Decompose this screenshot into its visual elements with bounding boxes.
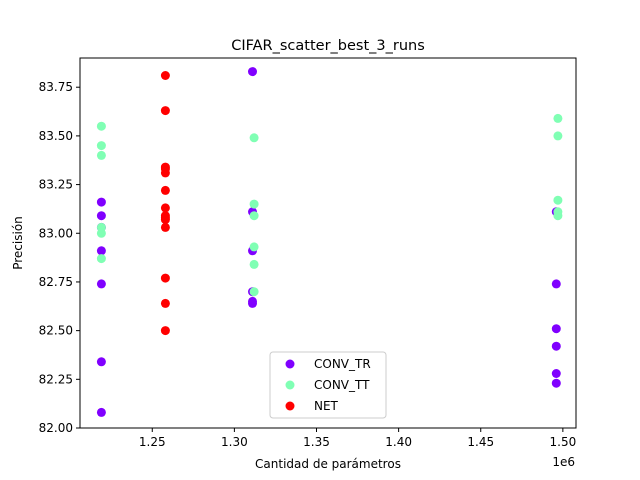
- x-axis-offset-label: 1e6: [552, 455, 575, 469]
- point-net-0: [160, 71, 170, 80]
- point-net-11: [160, 273, 170, 283]
- y-axis-ticks: 82.00 82.25 82.50 82.75 83.00 83.25 83.50 83.75: [39, 80, 80, 435]
- y-axis-label: Precisión: [11, 216, 25, 270]
- x-tick-label: 1.30: [221, 435, 248, 449]
- y-tick-label: 82.00: [39, 421, 73, 435]
- y-tick-label: 83.00: [39, 226, 73, 240]
- points-layer: [96, 67, 563, 417]
- point-conv-tr-16: [551, 341, 561, 351]
- point-conv-tt-13: [553, 131, 563, 141]
- chart-title: CIFAR_scatter_best_3_runs: [231, 38, 425, 54]
- point-net-13: [160, 326, 170, 336]
- legend-marker-conv-tt: [285, 380, 295, 390]
- point-conv-tt-14: [553, 195, 563, 205]
- legend-label-conv-tr: CONV_TR: [314, 357, 371, 371]
- point-conv-tr-14: [551, 279, 561, 289]
- point-conv-tt-11: [249, 287, 259, 297]
- point-conv-tt-0: [96, 121, 106, 131]
- point-conv-tr-5: [96, 357, 106, 367]
- legend: CONV_TR CONV_TT NET: [269, 351, 387, 419]
- point-net-4: [160, 168, 170, 178]
- point-conv-tt-12: [553, 113, 563, 123]
- legend-marker-net: [285, 401, 295, 411]
- legend-box: [269, 351, 387, 419]
- x-tick-label: 1.40: [385, 435, 412, 449]
- x-tick-label: 1.50: [550, 435, 577, 449]
- point-net-6: [160, 203, 170, 213]
- point-conv-tt-10: [249, 259, 259, 269]
- point-conv-tr-3: [96, 246, 106, 256]
- point-conv-tt-7: [249, 199, 259, 209]
- legend-label-conv-tt: CONV_TT: [314, 378, 370, 392]
- point-conv-tr-6: [96, 407, 106, 417]
- point-conv-tr-1: [96, 211, 106, 221]
- point-net-1: [160, 106, 170, 116]
- point-conv-tt-4: [96, 228, 106, 238]
- point-conv-tt-6: [249, 133, 259, 143]
- point-conv-tr-17: [551, 369, 561, 378]
- point-conv-tt-1: [96, 141, 106, 151]
- x-tick-label: 1.35: [303, 435, 330, 449]
- y-tick-label: 83.25: [39, 178, 73, 192]
- y-tick-label: 82.50: [39, 324, 73, 338]
- x-axis-ticks: 1.25 1.30 1.35 1.40 1.45 1.50: [139, 428, 576, 449]
- x-tick-label: 1.25: [139, 435, 166, 449]
- point-conv-tt-9: [249, 242, 259, 252]
- point-conv-tt-8: [249, 211, 259, 221]
- y-tick-label: 82.25: [39, 372, 73, 386]
- x-axis-label: Cantidad de parámetros: [255, 457, 401, 471]
- y-tick-label: 82.75: [39, 275, 73, 289]
- point-conv-tt-5: [96, 254, 106, 264]
- point-conv-tt-16: [553, 211, 563, 221]
- point-net-10: [160, 222, 170, 232]
- y-tick-label: 83.50: [39, 129, 73, 143]
- point-conv-tr-7: [248, 67, 257, 77]
- plot-frame: [79, 57, 577, 429]
- y-tick-label: 83.75: [39, 80, 73, 94]
- point-conv-tr-4: [96, 279, 106, 289]
- legend-label-net: NET: [314, 399, 339, 413]
- point-conv-tr-0: [96, 197, 106, 207]
- point-conv-tt-2: [96, 150, 106, 160]
- point-conv-tr-12: [248, 298, 257, 308]
- point-conv-tr-15: [551, 324, 561, 334]
- x-tick-label: 1.45: [467, 435, 494, 449]
- point-net-5: [160, 185, 170, 195]
- legend-marker-conv-tr: [285, 359, 295, 369]
- point-net-9: [160, 215, 170, 225]
- point-conv-tr-18: [551, 378, 561, 388]
- point-net-12: [160, 298, 170, 308]
